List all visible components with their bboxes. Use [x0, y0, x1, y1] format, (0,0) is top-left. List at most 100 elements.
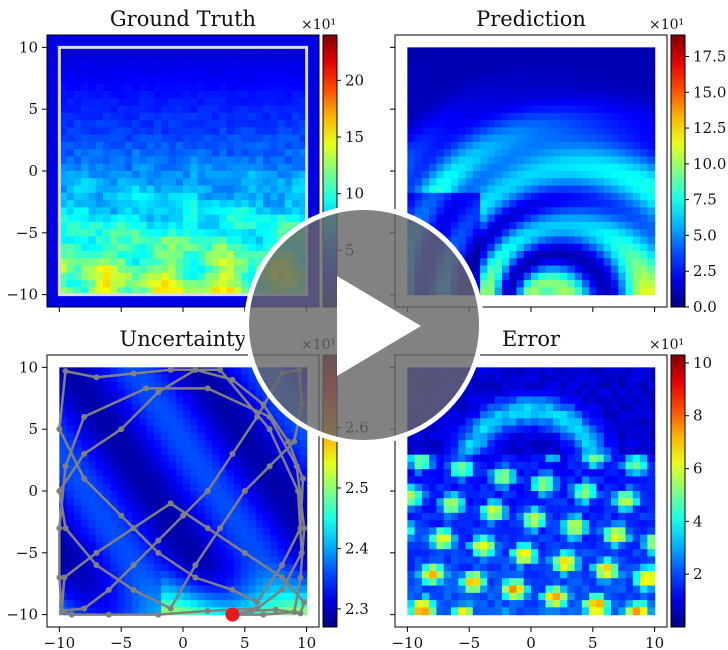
trajectory-point — [301, 599, 308, 606]
colorbar-tick-label: 2.5 — [345, 479, 369, 497]
colorbar-tick-label: 7.5 — [693, 191, 717, 209]
trajectory-point — [248, 607, 254, 614]
x-tick-label: −10 — [392, 634, 424, 650]
trajectory-point — [155, 537, 162, 544]
trajectory-point — [118, 426, 125, 433]
trajectory-point — [130, 586, 137, 593]
trajectory-point — [241, 549, 248, 556]
y-tick-label: −5 — [16, 544, 38, 562]
region-rectangle — [57, 45, 309, 297]
trajectory-point — [229, 450, 236, 457]
trajectory-point — [62, 525, 69, 532]
trajectory-point — [130, 370, 137, 377]
colorbar-tick-label: 15 — [345, 128, 364, 146]
trajectory-point — [254, 605, 261, 612]
trajectory-point — [105, 586, 112, 593]
x-tick-label: 0 — [178, 634, 188, 650]
colorbar-tick-label: 6 — [693, 460, 703, 478]
colorbar-tick-label: 8 — [693, 407, 703, 425]
trajectory-point — [298, 549, 305, 556]
trajectory-point — [192, 574, 199, 581]
colorbar-tick-label: 10.0 — [693, 155, 726, 173]
colorbar-tick-label: 15.0 — [693, 83, 726, 101]
y-tick-label: 5 — [28, 100, 38, 118]
trajectory-point — [105, 611, 112, 618]
trajectory-point — [297, 574, 304, 581]
colorbar-tick-label: 2.3 — [345, 600, 369, 618]
trajectory-point — [61, 574, 68, 581]
trajectory-point — [254, 599, 261, 606]
trajectory-point — [241, 488, 248, 494]
y-tick-label: −5 — [16, 224, 38, 242]
colorbar-tick-label: 5.0 — [693, 226, 717, 244]
trajectory-point — [272, 606, 279, 613]
subplot-title: Ground Truth — [110, 7, 256, 31]
x-tick-label: 0 — [526, 634, 536, 650]
colorbar-tick-label: 2.4 — [345, 539, 369, 557]
colorbar-multiplier: ×10¹ — [301, 17, 336, 33]
trajectory-point — [58, 607, 65, 614]
trajectory-point — [266, 463, 273, 470]
x-tick-label: −10 — [44, 634, 76, 650]
start-marker — [225, 607, 240, 622]
trajectory-point — [299, 475, 306, 482]
trajectory-point — [294, 488, 301, 494]
subplot-title: Uncertainty — [120, 327, 247, 351]
y-tick-label: −10 — [6, 286, 38, 304]
y-tick-label: −10 — [6, 606, 38, 624]
colorbar-tick-label: 20 — [345, 71, 364, 89]
x-tick-label: 10 — [645, 634, 664, 650]
heatmap — [395, 35, 667, 307]
x-tick-label: 5 — [240, 634, 250, 650]
trajectory-point — [167, 500, 174, 507]
colorbar-tick-label: 17.5 — [693, 47, 726, 65]
subplot-title: Prediction — [476, 7, 586, 31]
trajectory-point — [81, 450, 88, 457]
trajectory-point — [68, 611, 75, 618]
trajectory-point — [81, 413, 88, 420]
colorbar: 0.0 2.5 5.0 7.5 10.0 12.5 15.0 17.5 ×10¹ — [649, 17, 726, 316]
colorbar: 2 4 6 8 10 ×10¹ — [649, 337, 712, 628]
trajectory-point — [229, 376, 236, 383]
trajectory-point — [291, 609, 298, 616]
subplot-2: Prediction 0.0 2.5 5.0 7.5 10.0 12.5 15.0 17.5 ×1… — [390, 7, 726, 316]
trajectory-point — [285, 438, 292, 445]
trajectory-point — [260, 401, 267, 408]
trajectory-point — [56, 426, 63, 433]
trajectory-point — [93, 562, 100, 569]
x-tick-label: 10 — [297, 634, 316, 650]
trajectory-point — [167, 366, 174, 373]
trajectory-point — [297, 610, 304, 617]
colorbar-tick-label: 10 — [693, 354, 712, 372]
trajectory-point — [293, 463, 300, 470]
trajectory-point — [278, 574, 285, 581]
trajectory-point — [254, 413, 261, 420]
trajectory-point — [56, 525, 63, 532]
trajectory-point — [62, 463, 69, 470]
trajectory-point — [93, 549, 100, 556]
trajectory-point — [204, 488, 211, 494]
trajectory-point — [204, 607, 211, 614]
trajectory-point — [56, 488, 63, 494]
trajectory-point — [217, 366, 224, 373]
x-tick-label: 5 — [588, 634, 598, 650]
trajectory-point — [297, 525, 304, 532]
colorbar-tick-label: 4 — [693, 512, 703, 530]
subplot-title: Error — [502, 327, 561, 351]
trajectory-point — [278, 562, 285, 569]
trajectory-point — [266, 426, 273, 433]
play-button[interactable] — [244, 205, 484, 445]
colorbar-tick-label: 10 — [345, 185, 364, 203]
y-tick-label: 5 — [28, 420, 38, 438]
colorbar-tick-label: 12.5 — [693, 119, 726, 137]
trajectory-point — [155, 389, 162, 396]
x-tick-label: −5 — [458, 634, 480, 650]
x-tick-label: −5 — [110, 634, 132, 650]
colorbar-tick-label: 2.5 — [693, 262, 717, 280]
trajectory-point — [118, 512, 125, 519]
trajectory-point — [81, 605, 88, 612]
trajectory-point — [81, 475, 88, 482]
trajectory-point — [229, 586, 236, 593]
trajectory-point — [142, 385, 149, 392]
colorbar-multiplier: ×10¹ — [649, 17, 684, 33]
